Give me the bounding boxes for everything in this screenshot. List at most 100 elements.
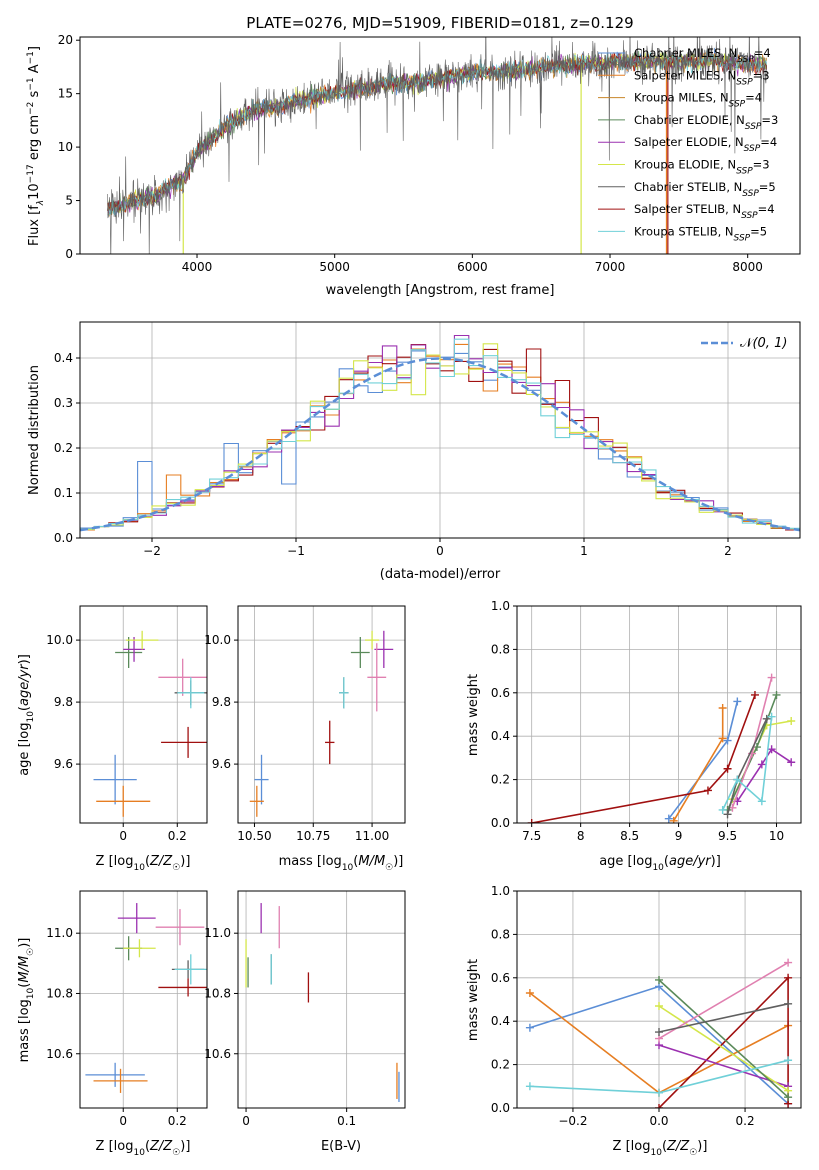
y-tick-label: 10.0: [46, 633, 73, 647]
x-tick-label: 8000: [732, 260, 763, 274]
errorbar-point: [117, 903, 156, 934]
axes-frame: [237, 890, 406, 1109]
x-tick-label: 0.2: [168, 829, 187, 843]
plot-area: [238, 891, 405, 1108]
x-tick-label: 7000: [595, 260, 626, 274]
y-tick-label: 1.0: [491, 599, 510, 613]
legend-label: Kroupa STELIB, NSSP=5: [634, 224, 767, 243]
y-tick-label: 0.8: [491, 642, 510, 656]
weight-marker: [723, 736, 732, 745]
label-part: Salpeter MILES, N: [634, 68, 736, 82]
label-part: SSP: [741, 211, 758, 221]
label-part: 𝒩: [740, 336, 755, 351]
label-part: =4: [754, 46, 771, 60]
label-part: Z [log: [96, 854, 134, 869]
plot-area: [80, 891, 207, 1108]
label-part: −1: [26, 51, 36, 64]
y-tick-label: 0.1: [54, 486, 73, 500]
label-part: Z [log: [96, 1139, 134, 1154]
errorbar-point: [161, 726, 207, 758]
x-tick-label: 10: [769, 829, 784, 843]
y-tick-label: 10.0: [204, 633, 231, 647]
y-tick-label: 9.6: [54, 757, 73, 771]
label-part: SSP: [745, 122, 762, 132]
weight-marker: [784, 999, 793, 1008]
label-part: Kroupa STELIB, N: [634, 224, 734, 238]
y-tick-label: 1.0: [491, 884, 510, 898]
x-tick-label: 0: [119, 1114, 127, 1128]
errorbar-point: [365, 630, 380, 650]
label-part: 10: [26, 711, 36, 723]
label-part: 10: [652, 863, 664, 873]
label-part: (0, 1): [752, 336, 787, 351]
x-axis-label: age [log10(age/yr)]: [599, 854, 721, 873]
label-part: ☉: [26, 948, 36, 956]
gaussian-curve: [80, 357, 800, 532]
weight-marker: [784, 1056, 793, 1065]
x-tick-label: 4000: [182, 260, 213, 274]
weight-marker: [750, 690, 759, 699]
errorbar-point: [254, 754, 269, 805]
y-tick-label: 0: [65, 247, 73, 261]
legend-label: Chabrier ELODIE, NSSP=3: [634, 113, 778, 132]
weight-line: [673, 708, 724, 822]
label-part: =4: [745, 91, 762, 105]
weight-marker: [669, 816, 678, 823]
x-tick-label: 9: [675, 829, 683, 843]
label-part: =3: [753, 68, 770, 82]
x-axis-label: (data-model)/error: [380, 567, 501, 582]
age-vs-mass-panel: 10.50 10.75 11.00 9.6 9.8 10.0 mass [log10(M/M…: [204, 605, 406, 873]
y-tick-label: 0.4: [491, 729, 510, 743]
label-part: Chabrier STELIB, N: [634, 180, 742, 194]
label-part: (: [145, 854, 150, 869]
label-part: (: [17, 983, 32, 988]
plot-area: [80, 322, 800, 538]
label-part: Kroupa MILES, N: [634, 91, 729, 105]
label-part: (: [664, 854, 669, 869]
age-vs-z-panel: 0 0.29.69.810.0Z [log10(Z/Z☉)]age [log10(…: [17, 605, 208, 873]
errorbar-point: [350, 637, 370, 668]
x-tick-label: 0.0: [649, 1114, 668, 1128]
y-tick-label: 0.0: [491, 816, 510, 830]
label-part: ]: [27, 46, 42, 51]
x-tick-label: −2: [143, 544, 161, 558]
y-tick-label: 11.0: [46, 926, 73, 940]
weight-marker: [784, 958, 793, 967]
weight-marker: [757, 797, 766, 806]
label-part: Salpeter STELIB, N: [634, 202, 741, 216]
x-tick-label: 0: [242, 1114, 250, 1128]
label-part: age/yr: [669, 854, 712, 869]
legend-label: Kroupa MILES, NSSP=4: [634, 91, 762, 110]
label-part: =3: [753, 158, 770, 172]
label-part: mass [log: [279, 854, 342, 869]
errorbar-point: [93, 754, 137, 805]
label-part: SSP: [729, 100, 746, 110]
label-part: age [log: [17, 723, 32, 776]
x-tick-label: 9.5: [718, 829, 737, 843]
label-part: =5: [750, 224, 767, 238]
y-tick-label: 0.2: [491, 773, 510, 787]
label-part: )]: [180, 854, 190, 869]
errorbar-point: [174, 954, 207, 985]
weight-vs-z-panel: −0.2 0.0 0.2 0.0 0.2 0.4 0.6 0.8 1.0 Z [log10(Z/Z…: [466, 884, 802, 1158]
y-axis-label: mass weight: [466, 674, 481, 756]
errorbar-point: [93, 1068, 148, 1093]
plot-area: [517, 606, 801, 823]
weight-line: [658, 1044, 789, 1088]
weight-marker: [718, 805, 727, 814]
label-part: −17: [26, 164, 36, 183]
y-axis-label: age [log10(age/yr)]: [17, 654, 36, 776]
label-part: )]: [711, 854, 721, 869]
weight-marker: [527, 819, 536, 823]
spectrum-panel: 4000 5000 6000 7000 8000 0 5 10 15 20 wavelength […: [26, 33, 801, 298]
label-part: )]: [17, 654, 32, 664]
y-tick-label: 20: [58, 33, 73, 47]
label-part: s: [27, 90, 42, 101]
weight-marker: [525, 1082, 534, 1091]
y-tick-label: 11.0: [204, 926, 231, 940]
weight-marker: [655, 1028, 663, 1037]
x-tick-label: 1: [580, 544, 588, 558]
weight-marker: [772, 690, 781, 699]
